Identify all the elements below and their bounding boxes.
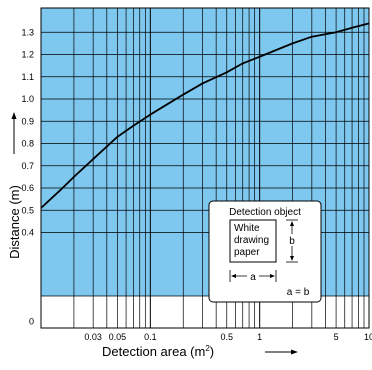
y-tick-label: 0.9 xyxy=(21,116,34,126)
y-tick-label: 1.2 xyxy=(21,50,34,60)
x-tick-label: 10 xyxy=(364,332,372,342)
x-tick-label: 1 xyxy=(257,332,262,342)
x-axis-title: Detection area (m2) xyxy=(102,344,214,359)
dimension-a-label-bg xyxy=(247,270,259,282)
x-tick-label: 0.5 xyxy=(220,332,233,342)
x-axis-label-arrow-head xyxy=(291,349,298,355)
y-axis-label: Distance (m) xyxy=(7,185,22,259)
y-tick-label: 1.0 xyxy=(21,94,34,104)
dimension-a-label: a xyxy=(250,272,256,283)
y-tick-label-zero: 0 xyxy=(29,317,34,327)
paper-label-line-3: paper xyxy=(234,247,260,258)
y-tick-label: 0.8 xyxy=(21,139,34,149)
dimension-b-arrow-bottom xyxy=(290,256,294,261)
dimension-b-label: b xyxy=(289,236,295,247)
x-tick-label: 0.1 xyxy=(144,332,157,342)
inset-title: Detection object xyxy=(229,207,301,218)
paper-label-line-2: drawing xyxy=(234,235,269,246)
paper-rect xyxy=(229,219,277,263)
inset-equation: a = b xyxy=(287,287,310,298)
y-tick-label: 0.4 xyxy=(21,228,34,238)
dimension-a-arrow-right xyxy=(270,274,275,278)
y-tick-label: 1.3 xyxy=(21,27,34,37)
plot-frame xyxy=(40,7,370,329)
series-line xyxy=(40,22,370,209)
x-tick-label: 0.05 xyxy=(109,332,127,342)
y-axis-label-arrow-head xyxy=(11,112,17,119)
svg-text:Detection area (m2): Detection area (m2) xyxy=(102,344,214,359)
x-axis-label-suffix: ) xyxy=(210,344,214,359)
dimension-b-arrow-top xyxy=(290,221,294,226)
x-tick-label: 5 xyxy=(334,332,339,342)
paper-label-line-1: White xyxy=(234,223,260,234)
y-tick-label: 0.6 xyxy=(21,183,34,193)
x-tick-label: 0.03 xyxy=(84,332,102,342)
x-axis-label: Detection area (m xyxy=(102,344,205,359)
detection-object-inset: Detection object White drawing paper a b… xyxy=(208,200,322,303)
y-tick-label: 0.7 xyxy=(21,161,34,171)
x-axis-label-superscript: 2 xyxy=(205,344,210,353)
y-tick-label: 0.5 xyxy=(21,205,34,215)
dimension-a-arrow-left xyxy=(231,274,236,278)
dimension-b-label-bg xyxy=(286,234,298,246)
y-tick-label: 1.1 xyxy=(21,72,34,82)
